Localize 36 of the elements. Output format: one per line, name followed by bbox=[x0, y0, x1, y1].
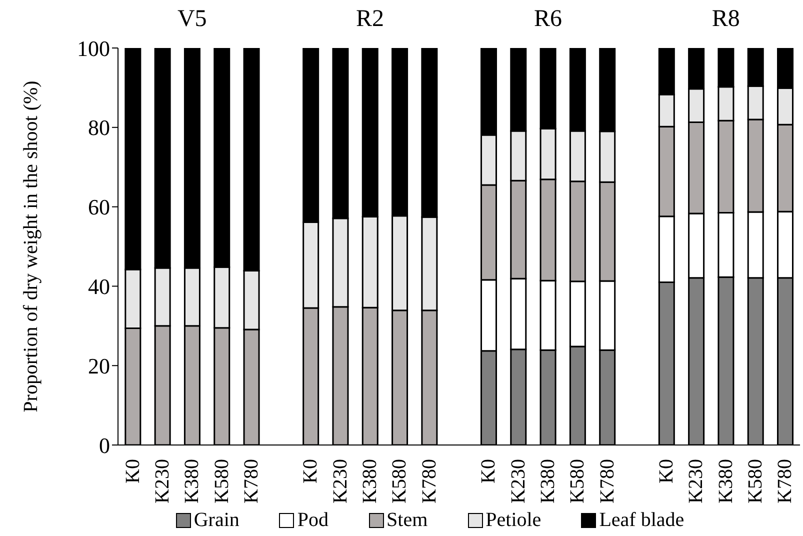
x-tick-label: K380 bbox=[359, 459, 382, 504]
y-tick-label: 60 bbox=[88, 194, 110, 220]
x-tick-label: K0 bbox=[300, 459, 322, 484]
x-tick-label: K230 bbox=[151, 459, 174, 504]
text: R2 bbox=[355, 6, 386, 33]
x-tick-label: K380 bbox=[536, 459, 559, 504]
y-tick-label: 40 bbox=[88, 274, 110, 300]
x-tick-label: K780 bbox=[418, 459, 440, 504]
legend-label: Petiole bbox=[484, 509, 542, 532]
x-tick-label: K780 bbox=[240, 459, 262, 504]
y-tick-label: 20 bbox=[88, 353, 110, 378]
x-tick-label: K380 bbox=[181, 459, 204, 504]
text: V5 bbox=[176, 6, 208, 33]
text: R6 bbox=[532, 6, 563, 33]
x-tick-label: K580 bbox=[210, 459, 233, 504]
legend-label: Stem bbox=[386, 509, 428, 532]
x-tick-label: K0 bbox=[478, 459, 500, 484]
x-tick-label: K230 bbox=[329, 459, 352, 504]
x-tick-label: K230 bbox=[685, 459, 708, 504]
y-tick-label: 100 bbox=[77, 36, 110, 61]
x-tick-label: K380 bbox=[714, 459, 737, 504]
x-tick-label: K0 bbox=[122, 459, 144, 484]
x-tick-label: K580 bbox=[388, 459, 411, 504]
y-tick-label: 0 bbox=[99, 432, 110, 458]
y-tick-label: 80 bbox=[88, 115, 110, 140]
x-tick-label: K0 bbox=[656, 459, 678, 484]
legend-label: Pod bbox=[296, 509, 329, 532]
legend-label: Leaf blade bbox=[598, 509, 684, 532]
x-tick-label: K230 bbox=[507, 459, 530, 504]
x-tick-label: K580 bbox=[566, 459, 589, 504]
text: R8 bbox=[710, 6, 741, 33]
x-tick-label: K580 bbox=[744, 459, 767, 504]
x-tick-label: K780 bbox=[596, 459, 618, 504]
x-tick-label: K780 bbox=[774, 459, 796, 504]
y-axis-title: Proportion of dry weight in the shoot (%) bbox=[20, 80, 42, 412]
legend-label: Grain bbox=[192, 509, 240, 532]
